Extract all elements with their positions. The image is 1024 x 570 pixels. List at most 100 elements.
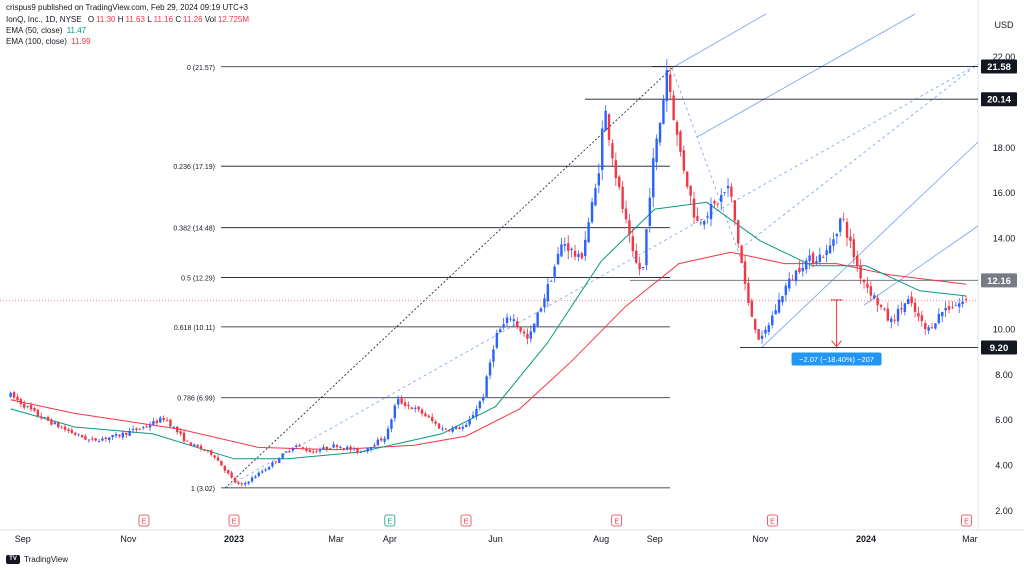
candle-body xyxy=(84,436,87,440)
candle-body xyxy=(366,448,369,452)
candle-body xyxy=(624,208,628,220)
candle-body xyxy=(492,349,495,362)
candle-body xyxy=(87,439,91,441)
candle-body xyxy=(835,234,839,237)
candle-body xyxy=(63,426,67,430)
candle-body xyxy=(570,248,573,251)
candle-body xyxy=(526,333,529,339)
candle-body xyxy=(111,434,114,438)
x-tick-label: Sep xyxy=(647,534,663,544)
tradingview-icon: TV xyxy=(6,555,20,564)
candle-body xyxy=(257,472,261,476)
measure-arrow-head xyxy=(831,340,842,348)
candle-body xyxy=(692,198,696,218)
candle-body xyxy=(954,305,958,307)
candle-body xyxy=(108,437,111,440)
candle-body xyxy=(118,434,121,437)
publisher-line: crispus9 published on TradingView.com, F… xyxy=(6,3,248,13)
candle-body xyxy=(9,392,12,397)
candle-body xyxy=(172,427,176,428)
candle-body xyxy=(278,459,281,463)
y-tick-label: 16.00 xyxy=(993,188,1016,198)
candle-body xyxy=(886,308,890,321)
ema50-legend[interactable]: EMA (50, close) 11.47 xyxy=(6,26,86,36)
candle-body xyxy=(468,419,471,425)
candle-body xyxy=(621,186,624,209)
volume-value: 12.725M xyxy=(217,15,250,24)
candle-body xyxy=(227,470,230,474)
candle-body xyxy=(539,308,543,312)
candle-body xyxy=(665,70,669,101)
candle-body xyxy=(322,447,325,450)
measure-label-box xyxy=(791,352,882,366)
candle-body xyxy=(546,284,550,302)
candle-body xyxy=(750,300,754,317)
candle-body xyxy=(43,417,46,418)
candle-body xyxy=(189,442,193,447)
candle-body xyxy=(658,122,662,143)
earnings-marker xyxy=(611,514,623,527)
candle-body xyxy=(536,312,539,326)
candle-body xyxy=(675,122,679,135)
earnings-marker xyxy=(767,514,778,527)
ohlc-open: 11.30 xyxy=(96,15,116,24)
candle-body xyxy=(743,261,747,284)
candle-body xyxy=(281,453,284,459)
candle-body xyxy=(206,450,210,451)
earnings-marker xyxy=(384,514,396,527)
candle-body xyxy=(400,398,403,404)
candle-body xyxy=(36,409,40,417)
candle-body xyxy=(451,427,454,432)
candle-body xyxy=(852,239,856,258)
ema100-value: 11.99 xyxy=(71,37,91,46)
candle-body xyxy=(101,438,104,441)
candle-body xyxy=(237,482,240,484)
candle-body xyxy=(611,143,614,159)
price-axis-label-box xyxy=(981,59,1017,74)
candle-body xyxy=(485,376,488,397)
y-tick-label: 6.00 xyxy=(995,415,1013,425)
candle-body xyxy=(29,404,33,410)
candle-body xyxy=(169,419,172,427)
candle-body xyxy=(434,421,437,424)
candle-body xyxy=(335,445,339,448)
candle-body xyxy=(393,405,397,419)
candle-body xyxy=(883,308,886,310)
fib-level-label: 0.618 (10.11) xyxy=(174,325,215,332)
fib-level-label: 0.5 (12.29) xyxy=(181,275,215,282)
candle-body xyxy=(638,262,641,270)
candle-body xyxy=(155,420,159,424)
candle-body xyxy=(77,433,80,435)
candle-body xyxy=(951,307,954,309)
measure-label-text: −2.07 (−18.40%) −207 xyxy=(799,355,874,364)
y-tick-label: 10.00 xyxy=(993,324,1016,334)
candle-body xyxy=(699,222,703,224)
candle-body xyxy=(573,250,577,257)
price-axis-label-box xyxy=(981,92,1017,107)
ema100-legend[interactable]: EMA (100, close) 11.99 xyxy=(6,37,91,47)
candle-body xyxy=(648,197,652,226)
candle-body xyxy=(839,218,842,232)
pitchfork-trend-line xyxy=(224,63,979,489)
candle-body xyxy=(774,310,777,315)
candle-body xyxy=(720,195,723,202)
candle-body xyxy=(250,477,254,482)
y-tick-label: 8.00 xyxy=(995,370,1013,380)
candle-body xyxy=(811,253,815,264)
candle-body xyxy=(424,413,427,417)
candle-body xyxy=(590,202,594,222)
candle-body xyxy=(356,447,359,453)
pitchfork-upper-line xyxy=(671,13,767,69)
ohlc-low: 11.16 xyxy=(153,15,174,24)
price-axis-label: 9.20 xyxy=(990,343,1009,354)
fib-trend-line xyxy=(224,67,673,489)
tradingview-logo: TV TradingView xyxy=(6,555,68,564)
candle-body xyxy=(315,451,318,453)
candle-body xyxy=(220,460,223,466)
candle-body xyxy=(148,425,152,428)
candle-body xyxy=(465,424,468,427)
candle-body xyxy=(607,114,611,140)
candle-body xyxy=(267,467,271,470)
candle-body xyxy=(346,447,349,450)
